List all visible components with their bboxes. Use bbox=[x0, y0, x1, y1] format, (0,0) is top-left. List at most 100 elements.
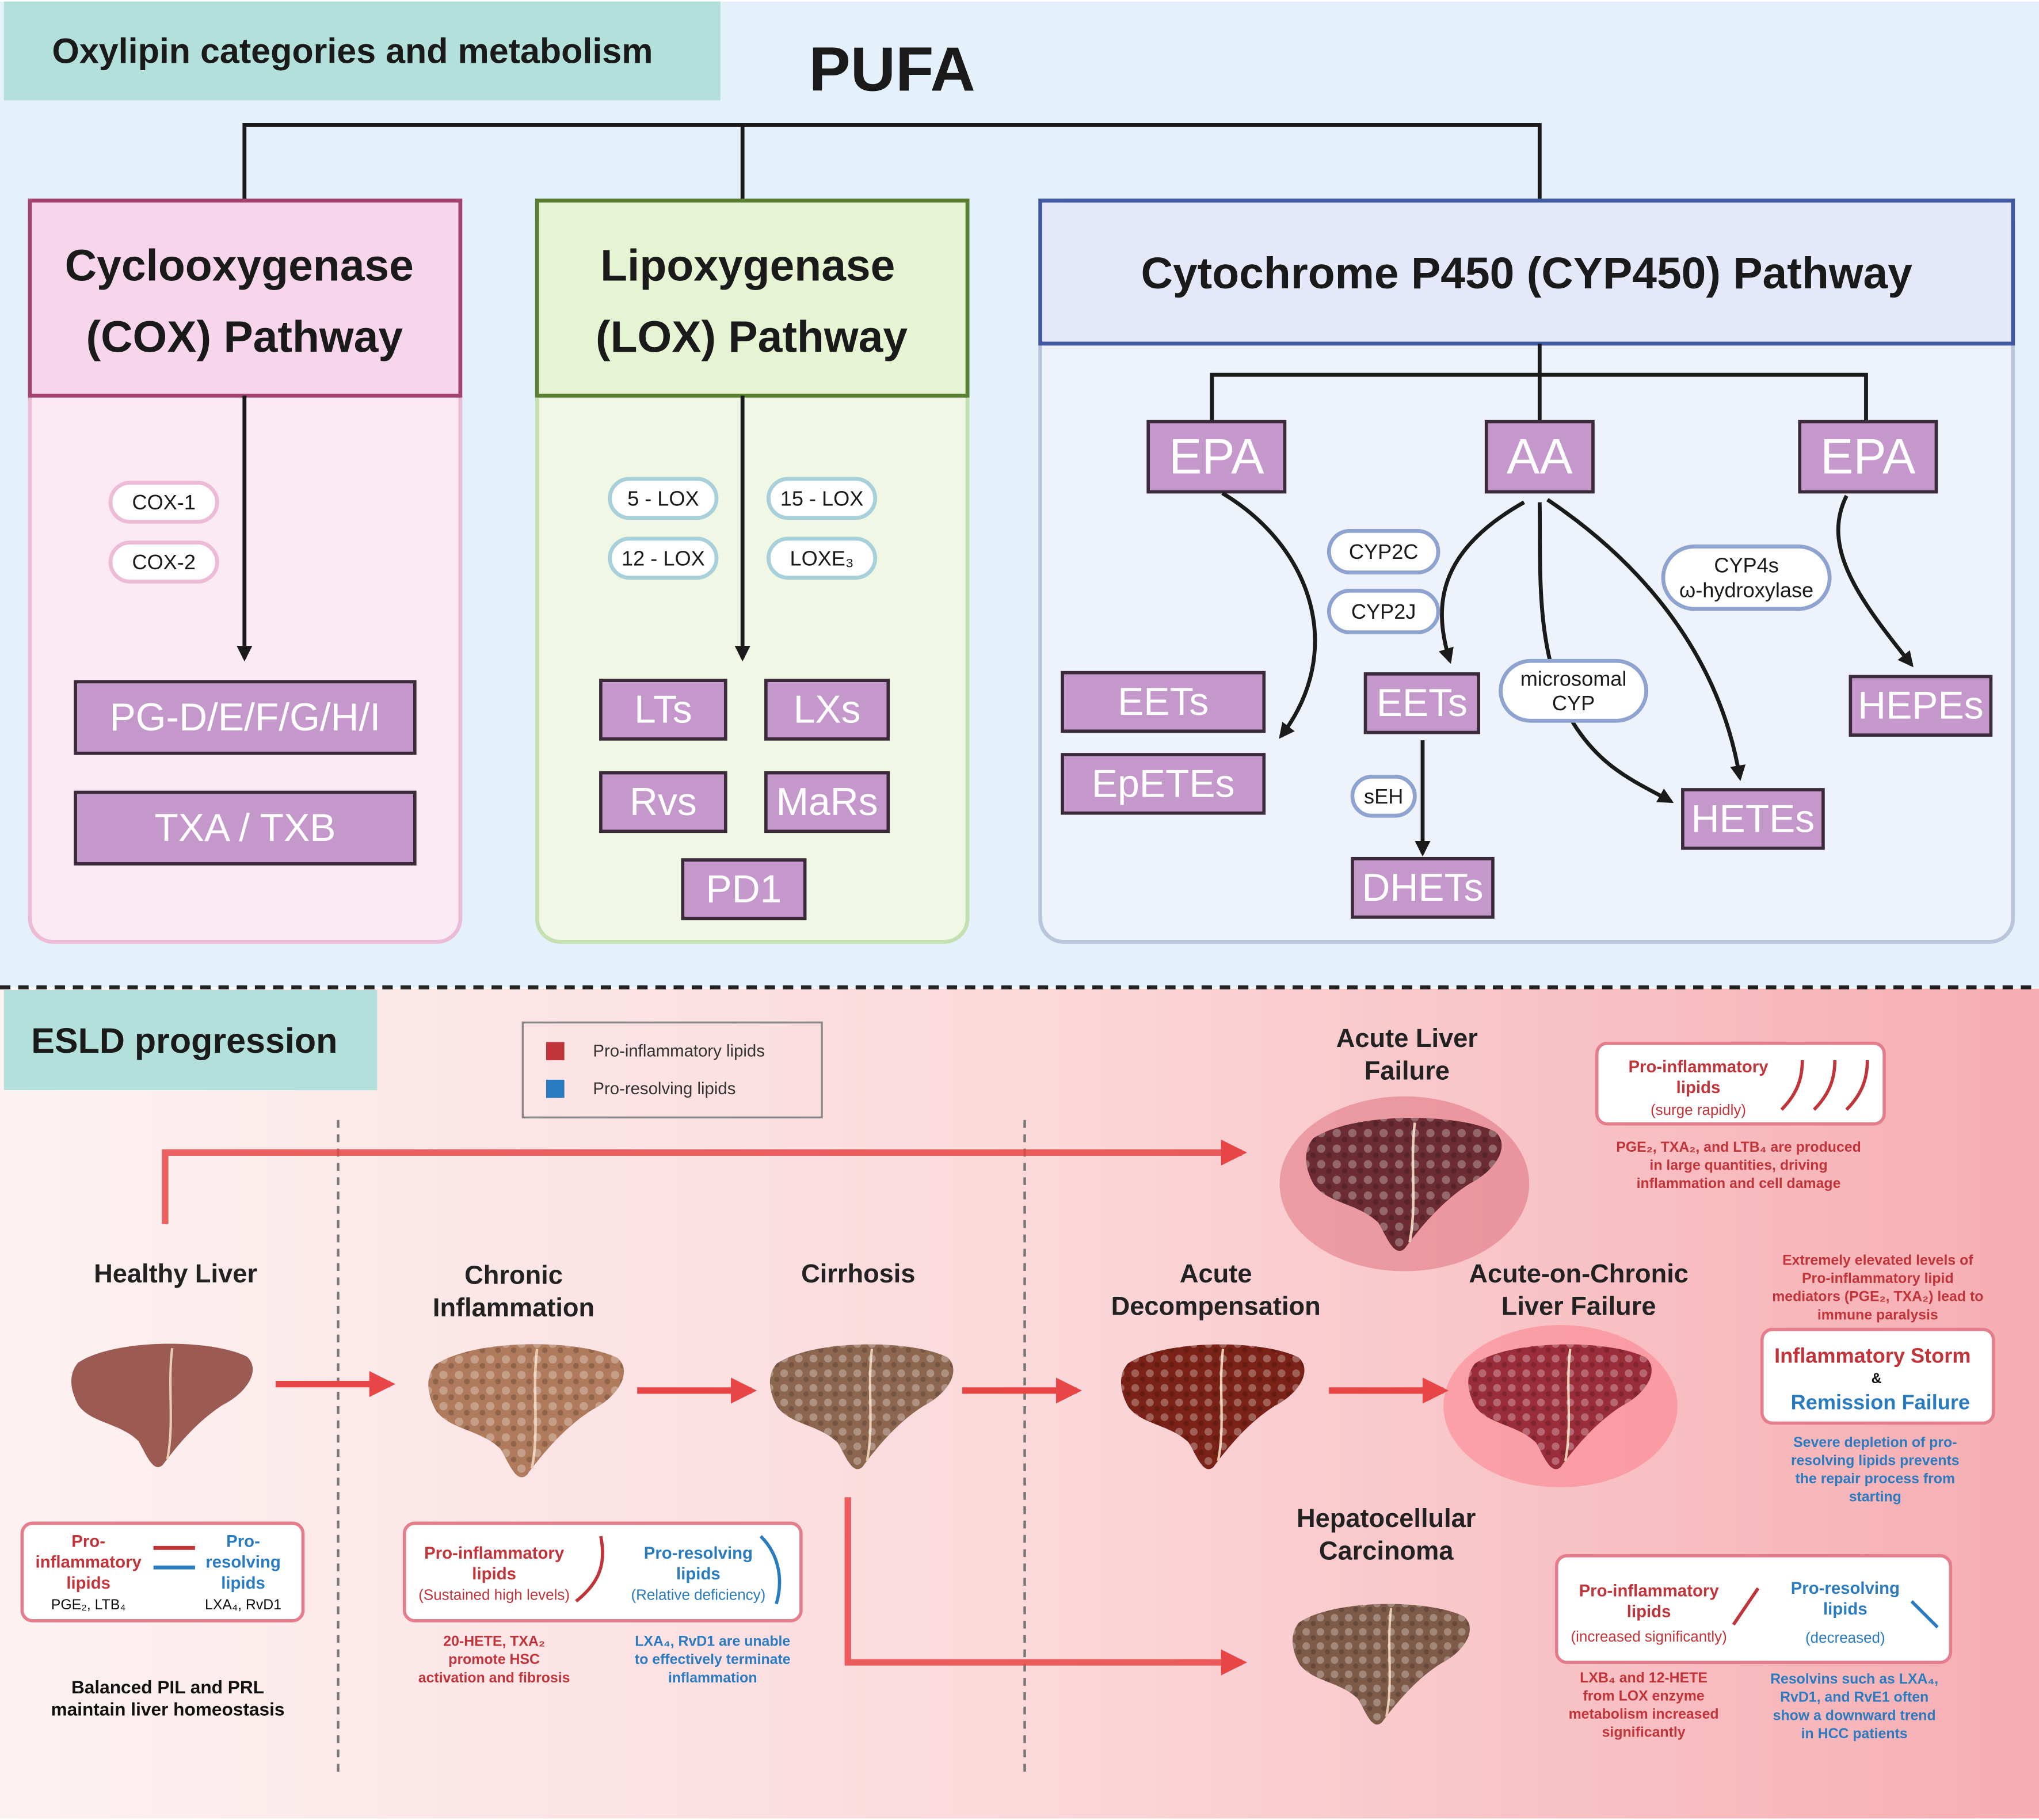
esld-healthy-box-pro: Pro- bbox=[71, 1532, 105, 1551]
enzyme-pill bbox=[767, 536, 878, 580]
esld-stages-hcc: Hepatocellular bbox=[1297, 1503, 1476, 1533]
trend-arrow bbox=[1910, 1600, 1939, 1629]
product-box bbox=[599, 771, 727, 833]
legend-swatch bbox=[546, 1042, 565, 1060]
enzyme-pill bbox=[1661, 545, 1832, 611]
cox-enzymes: COX-2 bbox=[132, 550, 195, 574]
cyp-enzymes: CYP4s bbox=[1714, 554, 1778, 577]
cyp-products: EpETEs bbox=[1092, 762, 1235, 805]
esld-stages-ad: Acute bbox=[1180, 1259, 1252, 1288]
esld-alf-box-note: inflammation and cell damage bbox=[1637, 1176, 1841, 1191]
lox-products: MaRs bbox=[776, 780, 878, 824]
info-box bbox=[1554, 1554, 1953, 1664]
lox-enzymes: 15 - LOX bbox=[780, 486, 864, 510]
header-root: PUFA bbox=[809, 35, 975, 104]
product-box bbox=[1363, 672, 1480, 734]
esld-healthy-box-note: maintain liver homeostasis bbox=[51, 1699, 284, 1720]
trend-arrow bbox=[759, 1535, 782, 1605]
esld-chronic-box-pro: Pro-inflammatory bbox=[424, 1544, 565, 1563]
lox-enzymes: LOXE₃ bbox=[790, 546, 853, 570]
esld-healthy-box-pro: lipids bbox=[66, 1574, 110, 1593]
lox-enzymes: 5 - LOX bbox=[627, 486, 699, 510]
cyp-products: HETEs bbox=[1691, 797, 1815, 840]
esld-healthy-box-res: lipids bbox=[221, 1574, 265, 1593]
product-box bbox=[764, 771, 890, 833]
enzyme-pill bbox=[1499, 658, 1649, 723]
enzyme-pill bbox=[608, 477, 719, 520]
esld-hcc-box-res-note: in HCC patients bbox=[1801, 1726, 1908, 1742]
cyp-header bbox=[1038, 199, 2015, 346]
esld-healthy-box-pro-examples: PGE₂, LTB₄ bbox=[51, 1597, 126, 1613]
cyp-enzymes: microsomal bbox=[1520, 667, 1627, 690]
esld-stages-chronic: Inflammation bbox=[433, 1293, 594, 1322]
product-box bbox=[1061, 671, 1266, 733]
esld-stages-aclf: Liver Failure bbox=[1501, 1292, 1656, 1321]
lox-products: LTs bbox=[634, 688, 692, 732]
esld-stages-healthy: Healthy Liver bbox=[94, 1259, 257, 1288]
cox-header bbox=[28, 199, 463, 398]
esld-alf-box-note: PGE₂, TXA₂, and LTB₄ are produced bbox=[1616, 1140, 1861, 1155]
lox-title: Lipoxygenase bbox=[600, 241, 895, 290]
trend-arrow bbox=[1780, 1060, 1804, 1111]
esld-chronic-box-res-status: (Relative deficiency) bbox=[631, 1586, 765, 1604]
lox-products: PD1 bbox=[706, 867, 782, 911]
cyp-enzymes: CYP2C bbox=[1349, 540, 1419, 563]
cox-title: Cyclooxygenase bbox=[65, 241, 414, 290]
cyp-enzymes: CYP2J bbox=[1351, 600, 1416, 623]
cox-products: TXA / TXB bbox=[154, 806, 336, 850]
connector bbox=[242, 123, 1542, 201]
esld-chronic-box-res-note: to effectively terminate bbox=[635, 1652, 791, 1667]
esld-chronic-box-res-note: inflammation bbox=[668, 1670, 757, 1686]
trend-arrow bbox=[1845, 1060, 1869, 1111]
esld-chronic-box-res: Pro-resolving bbox=[644, 1544, 753, 1563]
lox-enzymes: 12 - LOX bbox=[622, 546, 705, 570]
trend-arrow bbox=[1813, 1060, 1837, 1111]
esld-aclf-box-pre-note: immune paralysis bbox=[1817, 1307, 1938, 1323]
esld-aclf-box-note: starting bbox=[1849, 1490, 1901, 1505]
esld-aclf-box-note: Severe depletion of pro- bbox=[1793, 1435, 1957, 1450]
esld-aclf-box-failure: Remission Failure bbox=[1791, 1391, 1970, 1414]
esld-chronic-box-pro: lipids bbox=[472, 1564, 516, 1583]
info-box bbox=[1595, 1041, 1886, 1126]
esld-hcc-box-pro: Pro-inflammatory bbox=[1579, 1581, 1720, 1600]
esld-alf-box-pro: Pro-inflammatory bbox=[1628, 1057, 1769, 1076]
esld-stages-ad: Decompensation bbox=[1111, 1292, 1321, 1321]
legend-swatch bbox=[546, 1079, 565, 1098]
header-box bbox=[3, 1, 721, 101]
esld-stages-hcc: Carcinoma bbox=[1319, 1536, 1454, 1565]
esld-hcc-box-res-note: Resolvins such as LXA₄, bbox=[1770, 1671, 1938, 1687]
esld-hcc-box-pro-note: metabolism increased bbox=[1569, 1707, 1719, 1722]
cox-enzymes: COX-1 bbox=[132, 490, 195, 514]
esld-hcc-box-pro: lipids bbox=[1627, 1602, 1671, 1621]
esld-hcc-box-pro-status: (increased significantly) bbox=[1571, 1628, 1727, 1645]
esld-stages-alf: Failure bbox=[1365, 1056, 1450, 1086]
cyp-substrates: EPA bbox=[1820, 429, 1916, 485]
arrow bbox=[1221, 491, 1317, 739]
cyp-substrates: AA bbox=[1507, 429, 1573, 485]
product-box bbox=[74, 790, 417, 866]
cyp-enzymes: ω-hydroxylase bbox=[1679, 578, 1813, 602]
cox-title: (COX) Pathway bbox=[86, 313, 403, 362]
cyp-title: Cytochrome P450 (CYP450) Pathway bbox=[1141, 249, 1912, 298]
cyp-enzymes: sEH bbox=[1364, 785, 1403, 808]
esld-legend: Pro-resolving lipids bbox=[593, 1079, 735, 1098]
esld-aclf-box-note: resolving lipids prevents bbox=[1791, 1453, 1960, 1468]
esld-chronic-box-pro-note: 20-HETE, TXA₂ bbox=[443, 1634, 545, 1650]
legend bbox=[521, 1021, 823, 1119]
esld-aclf-box-pre-note: mediators (PGE₂, TXA₂) lead to bbox=[1772, 1289, 1983, 1305]
lox-products: LXs bbox=[794, 688, 861, 732]
esld-hcc-box-res: lipids bbox=[1823, 1600, 1868, 1619]
product-box bbox=[1351, 856, 1495, 919]
esld-aclf-box-note: the repair process from bbox=[1796, 1471, 1956, 1487]
product-box bbox=[1849, 675, 1993, 737]
esld-hcc-box-res-note: show a downward trend bbox=[1773, 1708, 1936, 1723]
esld-hcc-box-pro-note: from LOX enzyme bbox=[1583, 1688, 1704, 1704]
enzyme-pill bbox=[608, 536, 719, 580]
esld-alf-box-pro: lipids bbox=[1676, 1078, 1721, 1097]
lox-title: (LOX) Pathway bbox=[596, 313, 908, 362]
lox-products: Rvs bbox=[630, 780, 697, 824]
esld-healthy-box-res: Pro- bbox=[226, 1532, 260, 1551]
esld-chronic-box-pro-note: activation and fibrosis bbox=[418, 1670, 570, 1686]
esld-header-box bbox=[3, 989, 378, 1090]
